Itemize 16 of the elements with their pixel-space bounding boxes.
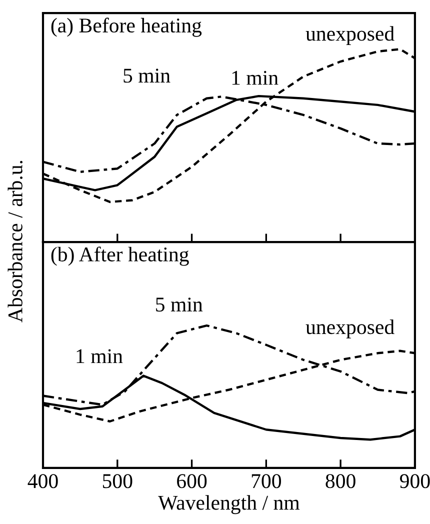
series-label: 5 min (156, 298, 203, 312)
series-label: 1 min (76, 349, 123, 364)
y-axis-title: Absorbance / arb.u. (8, 160, 23, 322)
x-tick-label: 400 (28, 474, 58, 488)
x-axis-title: Wavelength / nm (158, 495, 300, 514)
chart-title: (a) Before heating (51, 18, 202, 37)
series-label: unexposed (306, 319, 394, 338)
series-label: 5 min (124, 68, 170, 83)
x-tick-label: 800 (326, 474, 356, 488)
x-tick-label: 500 (102, 474, 132, 488)
series-label: unexposed (306, 26, 394, 46)
x-tick-label: 700 (252, 474, 281, 488)
series-label: 1 min (232, 70, 278, 85)
chart-title: (b) After heating (51, 246, 189, 266)
x-tick-label: 900 (400, 474, 430, 488)
x-tick-label: 600 (177, 474, 207, 488)
